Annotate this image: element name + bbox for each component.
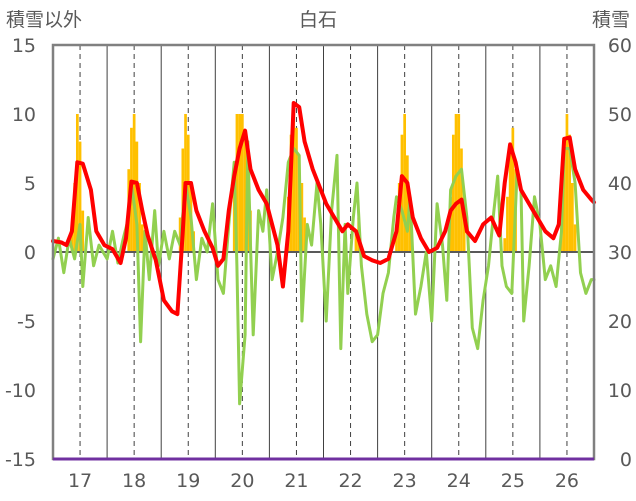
x-tick-label-4: 21 <box>284 470 308 492</box>
x-tick-label-5: 22 <box>338 470 362 492</box>
snow-bar-3 <box>78 141 82 252</box>
x-tick-label-8: 25 <box>501 470 525 492</box>
green-series-line <box>51 140 596 406</box>
snow-bar-56 <box>565 114 569 252</box>
x-axis-ticks: 17 18 19 20 21 22 23 24 25 26 <box>68 470 579 492</box>
right-tick-label-4: 20 <box>608 311 632 333</box>
right-tick-label-0: 60 <box>608 35 632 57</box>
left-tick-label-4: -5 <box>17 311 36 333</box>
left-tick-label-1: 10 <box>12 104 36 126</box>
x-tick-label-9: 26 <box>555 470 579 492</box>
right-tick-label-3: 30 <box>608 242 632 264</box>
snow-bar-49 <box>503 238 507 252</box>
x-tick-label-7: 24 <box>447 470 471 492</box>
right-tick-label-1: 50 <box>608 104 632 126</box>
plot-frame <box>51 43 596 461</box>
snow-bar-29 <box>292 114 296 252</box>
right-axis-title: 積雪 <box>592 9 630 31</box>
snow-bar-52 <box>511 127 515 252</box>
red-series-line <box>51 101 596 317</box>
snow-bar-4 <box>81 210 85 252</box>
snow-bar-44 <box>451 134 455 252</box>
chart-title: 白石 <box>299 9 337 31</box>
green-series-layer <box>51 140 596 406</box>
snow-bar-57 <box>568 134 572 252</box>
snow-bar-9 <box>135 141 139 252</box>
snow-bar-23 <box>243 134 247 252</box>
right-axis-ticks: 60 50 40 30 20 10 0 <box>608 35 632 471</box>
right-tick-label-2: 40 <box>608 173 632 195</box>
left-axis-ticks: 15 10 5 0 -5 -10 -15 <box>5 35 36 471</box>
x-tick-label-2: 19 <box>176 470 200 492</box>
snow-bar-55 <box>562 148 566 252</box>
snow-bar-34 <box>354 231 358 252</box>
left-tick-label-5: -10 <box>5 380 36 402</box>
x-tick-label-1: 18 <box>122 470 146 492</box>
snow-bar-58 <box>571 183 574 252</box>
snow-bar-45 <box>454 114 458 252</box>
right-tick-label-6: 0 <box>620 449 632 471</box>
snow-bar-30 <box>295 127 298 252</box>
snow-bar-39 <box>403 114 407 252</box>
snow-bar-20 <box>235 114 239 252</box>
snow-bar-10 <box>138 183 141 252</box>
left-tick-label-0: 15 <box>12 35 36 57</box>
red-series-layer <box>51 101 596 317</box>
snow-bar-59 <box>573 224 577 252</box>
snow-bar-11 <box>140 224 144 252</box>
left-tick-label-3: 0 <box>24 242 36 264</box>
left-axis-title: 積雪以外 <box>6 9 82 31</box>
snow-bar-32 <box>300 183 304 252</box>
x-tick-label-3: 20 <box>230 470 254 492</box>
x-tick-label-0: 17 <box>68 470 92 492</box>
snow-bar-0 <box>70 231 74 252</box>
left-tick-label-2: 5 <box>24 173 36 195</box>
left-tick-label-6: -15 <box>5 449 36 471</box>
x-tick-label-6: 23 <box>393 470 417 492</box>
snow-bar-21 <box>238 114 241 252</box>
snow-bar-40 <box>406 155 409 252</box>
snow-bar-46 <box>457 114 461 252</box>
snow-bar-33 <box>303 217 306 252</box>
snow-bar-22 <box>240 114 244 252</box>
right-tick-label-5: 10 <box>608 380 632 402</box>
snow-bar-50 <box>506 196 509 252</box>
snow-bar-51 <box>508 148 512 252</box>
